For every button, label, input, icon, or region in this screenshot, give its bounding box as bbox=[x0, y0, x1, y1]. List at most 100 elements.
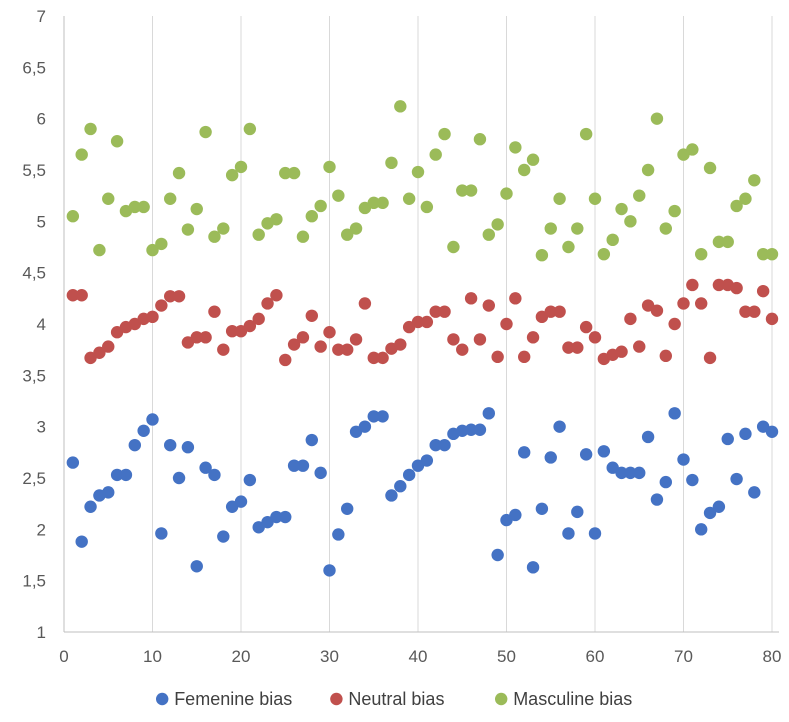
data-point bbox=[641, 163, 655, 177]
data-point bbox=[615, 345, 628, 358]
data-point bbox=[332, 528, 345, 541]
data-point bbox=[641, 430, 655, 444]
data-point bbox=[411, 165, 425, 179]
data-point bbox=[394, 100, 407, 113]
data-point bbox=[438, 438, 451, 452]
data-point bbox=[199, 461, 212, 474]
x-tick-label: 70 bbox=[674, 647, 693, 666]
data-point bbox=[146, 310, 159, 324]
data-point bbox=[456, 343, 469, 356]
legend-item: Neutral bias bbox=[330, 689, 444, 709]
data-point bbox=[703, 506, 717, 520]
data-point bbox=[686, 278, 699, 292]
data-point bbox=[394, 480, 407, 493]
x-tick-label: 30 bbox=[320, 647, 339, 666]
data-point bbox=[553, 420, 566, 433]
data-point bbox=[615, 466, 628, 480]
data-point bbox=[217, 343, 230, 356]
x-tick-label: 40 bbox=[409, 647, 428, 666]
series-masculine-bias bbox=[66, 100, 779, 262]
legend-marker bbox=[156, 692, 169, 706]
data-point bbox=[571, 341, 584, 354]
data-point bbox=[164, 438, 177, 452]
data-point bbox=[571, 222, 584, 235]
data-point bbox=[402, 192, 416, 205]
data-point bbox=[739, 192, 752, 205]
legend-item: Femenine bias bbox=[156, 689, 292, 709]
data-point bbox=[509, 141, 522, 154]
data-point bbox=[721, 235, 734, 249]
data-point bbox=[491, 350, 504, 364]
x-tick-label: 60 bbox=[586, 647, 605, 666]
data-point bbox=[562, 341, 575, 354]
data-point bbox=[287, 459, 301, 472]
data-point bbox=[332, 343, 345, 356]
data-point bbox=[633, 340, 646, 353]
data-point bbox=[296, 230, 310, 243]
y-tick-label: 4,5 bbox=[22, 264, 46, 283]
series-femenine-bias bbox=[66, 407, 779, 577]
data-point bbox=[270, 510, 283, 524]
data-point bbox=[305, 433, 318, 447]
data-point bbox=[172, 166, 186, 180]
data-point bbox=[695, 523, 708, 536]
data-point bbox=[199, 331, 212, 344]
data-point bbox=[482, 407, 495, 420]
data-point bbox=[66, 210, 80, 223]
y-tick-label: 5 bbox=[37, 212, 46, 231]
data-point bbox=[305, 210, 318, 223]
x-tick-label: 10 bbox=[143, 647, 162, 666]
y-tick-labels: 1 1,5 2 2,5 3 3,5 4 4,5 5 5,5 6 6,5 7 bbox=[22, 7, 46, 642]
data-point bbox=[544, 305, 557, 318]
data-point bbox=[84, 500, 97, 513]
data-point bbox=[155, 299, 168, 312]
data-point bbox=[739, 427, 752, 441]
data-point bbox=[579, 320, 593, 334]
data-point bbox=[588, 527, 602, 540]
data-point bbox=[411, 315, 425, 329]
data-point bbox=[190, 331, 203, 344]
data-point bbox=[482, 228, 495, 241]
data-point bbox=[287, 338, 301, 351]
data-point bbox=[491, 218, 504, 231]
data-point bbox=[128, 438, 141, 452]
data-point bbox=[341, 228, 354, 241]
data-point bbox=[695, 247, 708, 261]
y-tick-label: 1 bbox=[37, 623, 46, 642]
data-point bbox=[75, 148, 88, 161]
x-tick-label: 80 bbox=[763, 647, 782, 666]
data-point bbox=[456, 184, 469, 197]
data-point bbox=[703, 161, 717, 175]
data-point bbox=[323, 326, 336, 339]
data-point bbox=[420, 200, 434, 214]
data-point bbox=[659, 475, 672, 489]
data-point bbox=[765, 247, 779, 261]
data-point bbox=[544, 451, 557, 464]
data-point bbox=[748, 305, 761, 318]
data-point bbox=[376, 410, 389, 423]
data-point bbox=[562, 240, 575, 254]
data-point bbox=[518, 446, 531, 459]
data-point bbox=[243, 319, 257, 333]
data-point bbox=[703, 351, 717, 365]
data-point bbox=[155, 237, 168, 251]
data-point bbox=[323, 160, 336, 174]
data-point bbox=[544, 222, 557, 235]
data-point bbox=[429, 438, 442, 452]
data-point bbox=[420, 315, 434, 329]
data-point bbox=[323, 564, 336, 577]
data-point bbox=[102, 192, 115, 205]
data-point bbox=[385, 489, 398, 502]
data-point bbox=[75, 289, 88, 302]
y-tick-label: 4 bbox=[37, 315, 46, 334]
data-point bbox=[650, 112, 664, 125]
grid-lines bbox=[152, 16, 773, 632]
data-point bbox=[287, 166, 301, 180]
data-point bbox=[217, 530, 230, 543]
y-tick-label: 1,5 bbox=[22, 572, 46, 591]
data-point bbox=[349, 333, 363, 346]
x-tick-label: 20 bbox=[232, 647, 251, 666]
data-point bbox=[208, 468, 221, 482]
data-point bbox=[137, 424, 150, 437]
